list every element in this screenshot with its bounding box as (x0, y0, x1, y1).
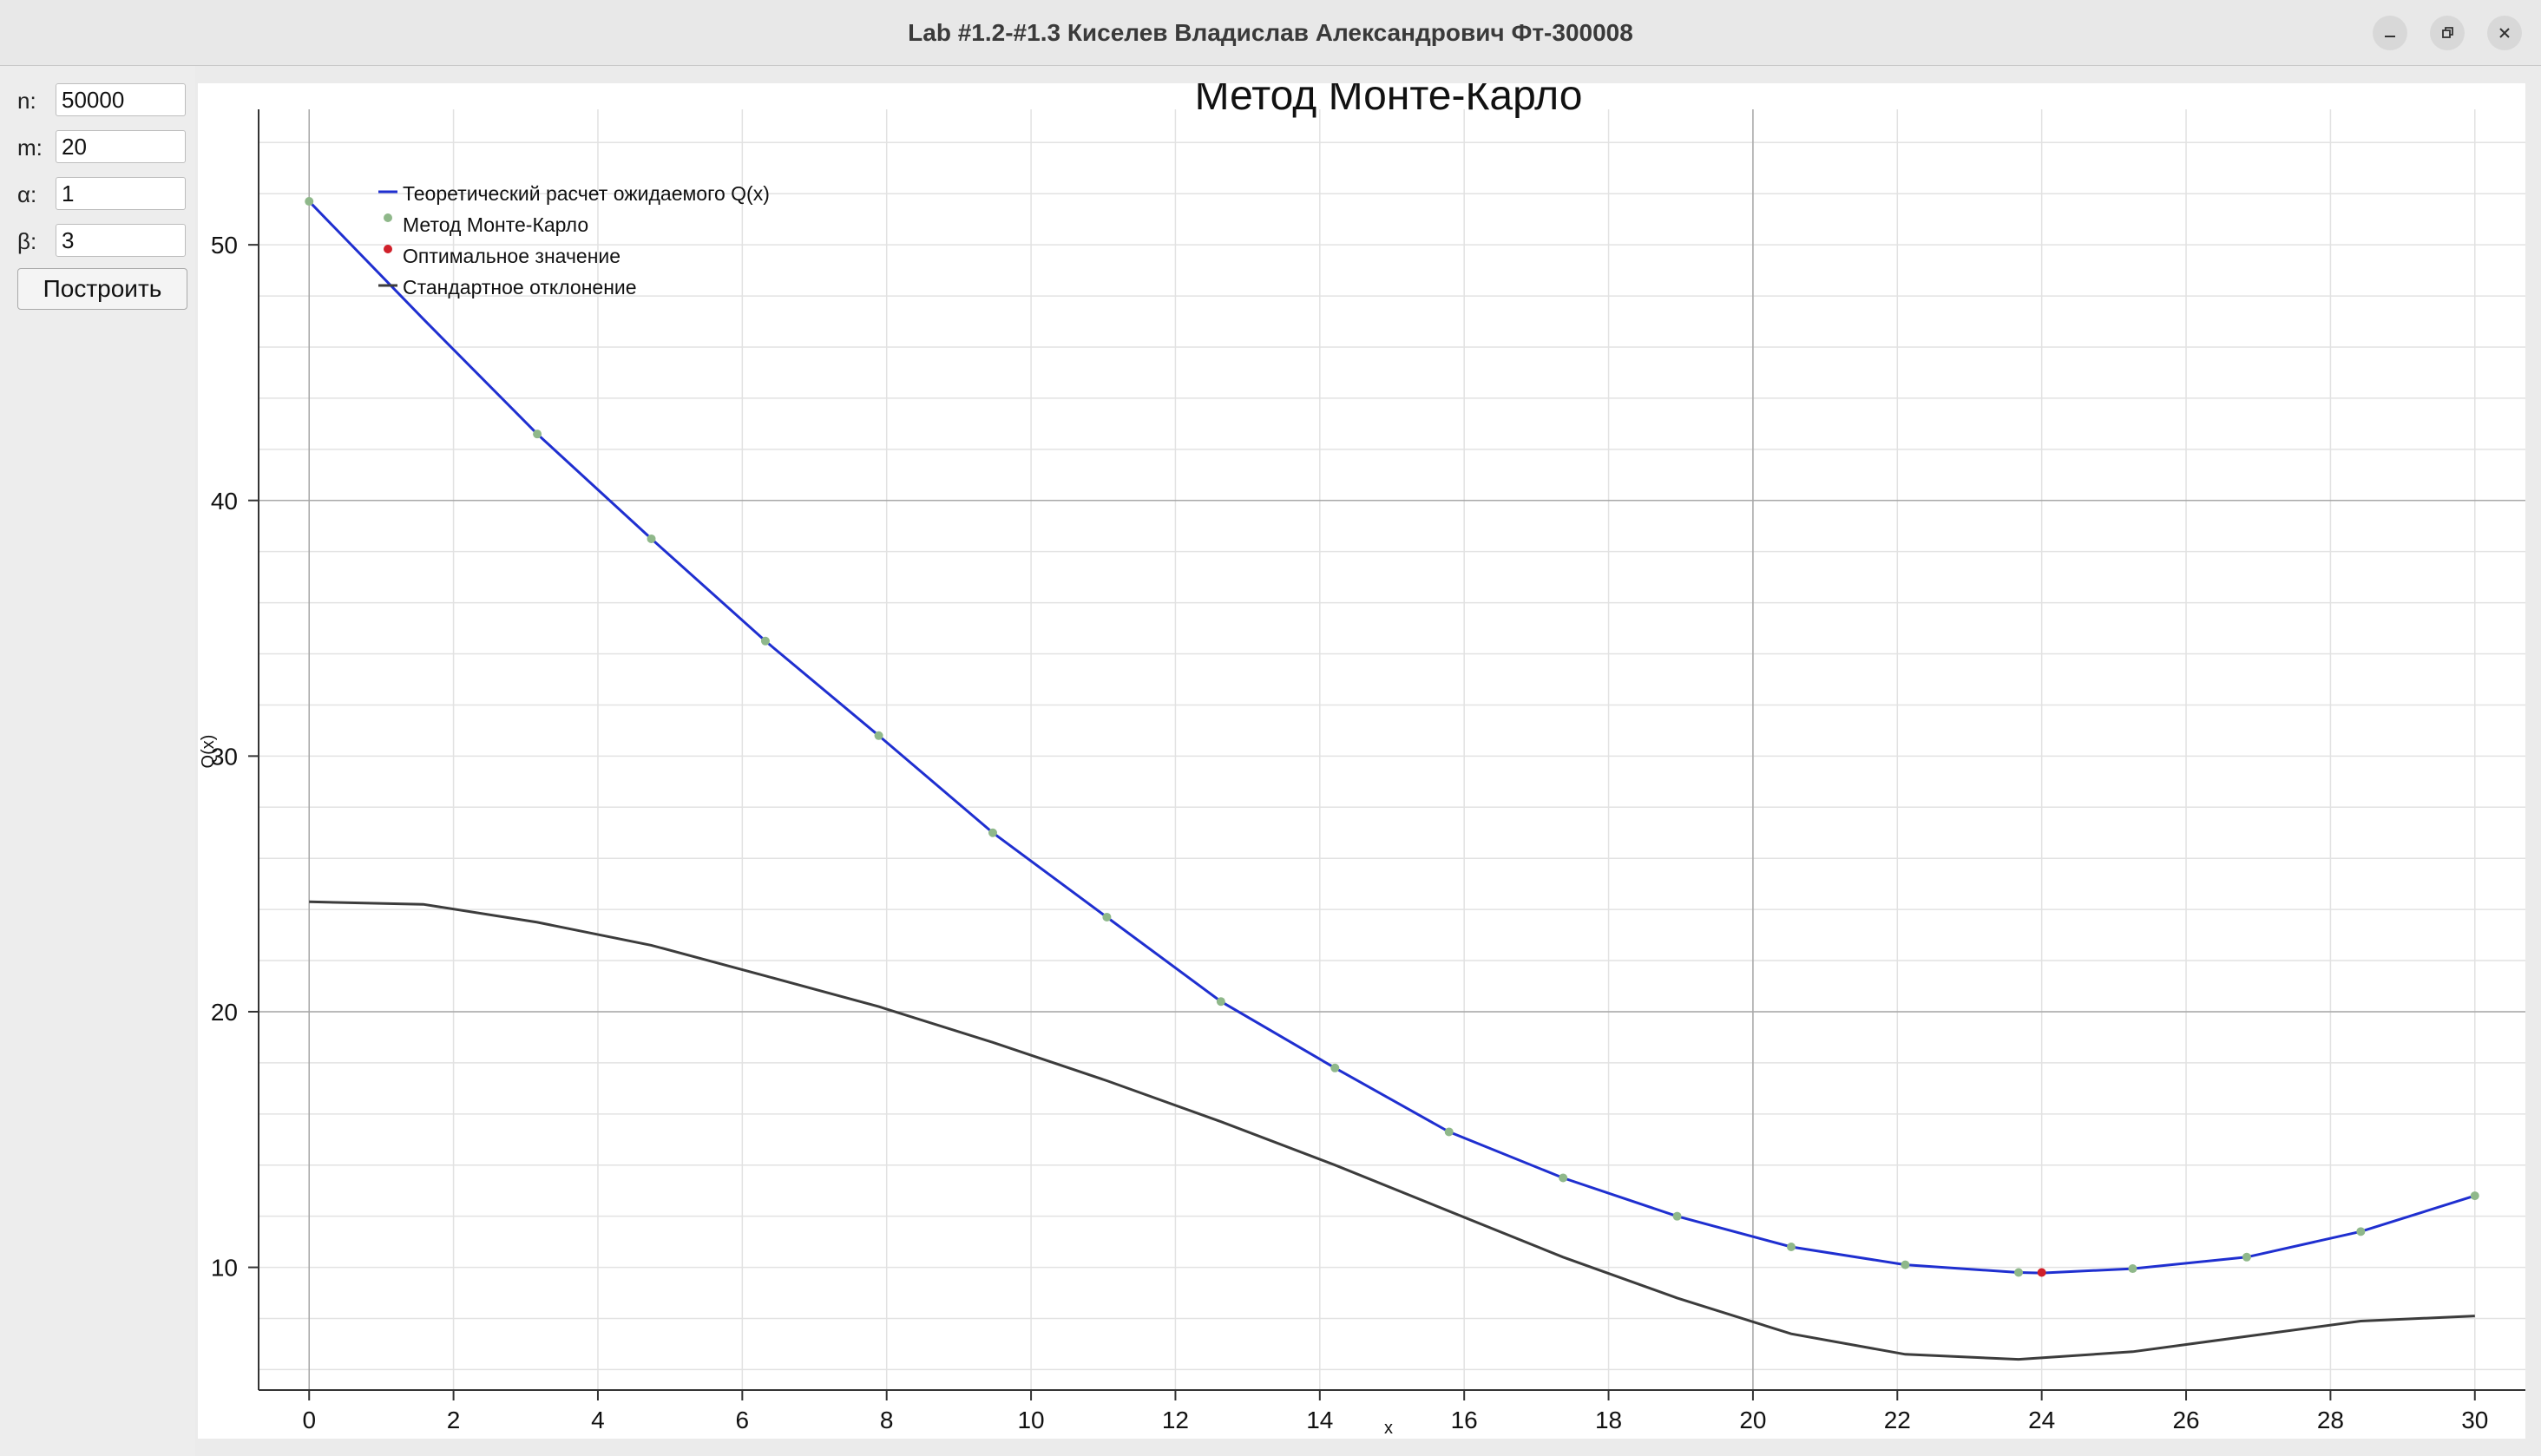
x-tick-label: 10 (1017, 1407, 1044, 1433)
legend-swatch (384, 245, 392, 253)
x-axis-label: x (1384, 1419, 1393, 1438)
monte-carlo-point (760, 636, 770, 646)
legend-label: Теоретический расчет ожидаемого Q(x) (403, 182, 770, 205)
monte-carlo-point (1102, 912, 1112, 921)
x-tick-label: 6 (736, 1407, 750, 1433)
optimal-point (2037, 1268, 2046, 1277)
beta-label: β: (17, 228, 37, 254)
legend-swatch (384, 213, 392, 222)
monte-carlo-point (305, 197, 314, 207)
monte-carlo-point (533, 430, 542, 439)
monte-carlo-point (1787, 1243, 1796, 1252)
m-label: m: (17, 134, 43, 161)
monte-carlo-point (1672, 1211, 1682, 1221)
monte-carlo-point (2242, 1252, 2251, 1262)
monte-carlo-point (1216, 997, 1225, 1007)
x-tick-label: 20 (1739, 1407, 1766, 1433)
monte-carlo-point (1901, 1260, 1910, 1269)
x-tick-label: 14 (1306, 1407, 1333, 1433)
monte-carlo-point (647, 534, 656, 543)
x-tick-label: 0 (302, 1407, 316, 1433)
monte-carlo-point (1559, 1173, 1568, 1183)
y-tick-label: 20 (211, 999, 238, 1026)
monte-carlo-chart: 0 2 4 6 8 10 12 14 16 18 20 22 24 26 28 301020304050Мет… (199, 83, 2525, 1438)
x-tick-label: 12 (1162, 1407, 1189, 1433)
x-tick-label: 24 (2028, 1407, 2055, 1433)
monte-carlo-point (1444, 1127, 1454, 1137)
monte-carlo-point (2128, 1264, 2137, 1274)
monte-carlo-point (874, 731, 883, 740)
window-titlebar: Lab #1.2-#1.3 Киселев Владислав Александ… (0, 0, 2541, 66)
y-tick-label: 30 (211, 743, 238, 770)
plot-panel: 0 2 4 6 8 10 12 14 16 18 20 22 24 26 28 30 10 20 30 40 50 Мет… (198, 83, 2525, 1439)
x-tick-label: 18 (1595, 1407, 1622, 1433)
n-input[interactable] (56, 83, 186, 116)
n-label: n: (17, 88, 36, 114)
close-icon (2499, 28, 2510, 38)
x-tick-label: 26 (2172, 1407, 2199, 1433)
y-tick-label: 40 (211, 488, 238, 515)
x-tick-label: 2 (447, 1407, 461, 1433)
alpha-label: α: (17, 181, 37, 207)
legend-label: Оптимальное значение (403, 245, 620, 267)
build-button[interactable]: Построить (17, 268, 187, 310)
minimize-icon (2385, 36, 2395, 37)
alpha-input[interactable] (56, 177, 186, 210)
y-axis-label: Q(x) (199, 735, 218, 769)
legend-label: Метод Монте-Карло (403, 213, 588, 236)
chart-title: Метод Монте-Карло (1195, 83, 1583, 119)
restore-icon (2442, 27, 2453, 38)
monte-carlo-point (1330, 1063, 1340, 1072)
m-input[interactable] (56, 130, 186, 163)
x-tick-label: 4 (591, 1407, 605, 1433)
monte-carlo-point (988, 828, 997, 837)
x-tick-label: 22 (1884, 1407, 1911, 1433)
legend-label: Стандартное отклонение (403, 276, 637, 298)
window-title: Lab #1.2-#1.3 Киселев Владислав Александ… (908, 19, 1633, 46)
beta-input[interactable] (56, 224, 186, 257)
y-tick-label: 10 (211, 1255, 238, 1282)
series-line-3 (309, 900, 2475, 1361)
minimize-button[interactable] (2373, 16, 2407, 50)
x-tick-label: 8 (880, 1407, 894, 1433)
monte-carlo-point (2470, 1191, 2479, 1201)
monte-carlo-point (2356, 1227, 2366, 1236)
x-tick-label: 16 (1451, 1407, 1478, 1433)
monte-carlo-point (2014, 1268, 2024, 1277)
restore-button[interactable] (2430, 16, 2465, 50)
x-tick-label: 30 (2461, 1407, 2488, 1433)
x-tick-label: 28 (2317, 1407, 2344, 1433)
close-button[interactable] (2487, 16, 2522, 50)
series-line-0 (308, 200, 2476, 1275)
y-tick-label: 50 (211, 232, 238, 259)
